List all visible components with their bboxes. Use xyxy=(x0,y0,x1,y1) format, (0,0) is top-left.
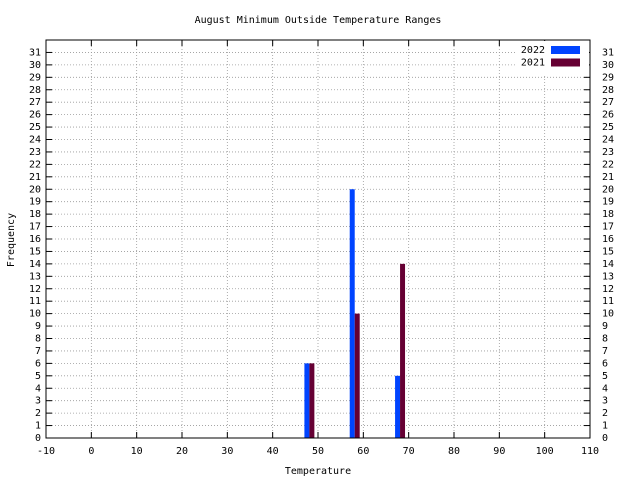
x-tick-label: 60 xyxy=(357,446,369,457)
x-tick-label: 110 xyxy=(581,446,599,457)
y2-tick-label: 17 xyxy=(602,222,614,233)
y-tick-label: 8 xyxy=(35,334,41,345)
bar xyxy=(400,263,406,438)
y2-tick-label: 27 xyxy=(602,97,614,108)
y-tick-label: 2 xyxy=(35,408,41,419)
y-tick-label: 18 xyxy=(29,209,41,220)
x-tick-label: 70 xyxy=(403,446,415,457)
y2-tick-label: 21 xyxy=(602,172,614,183)
bar xyxy=(309,363,315,438)
y-tick-label: 24 xyxy=(29,135,41,146)
y2-tick-label: 22 xyxy=(602,159,614,170)
y2-tick-label: 18 xyxy=(602,209,614,220)
y-tick-label: 17 xyxy=(29,222,41,233)
y-tick-label: 6 xyxy=(35,358,41,369)
y2-tick-label: 9 xyxy=(602,321,608,332)
y2-tick-label: 16 xyxy=(602,234,614,245)
y-tick-label: 20 xyxy=(29,184,41,195)
legend-swatch xyxy=(551,58,580,67)
y-tick-label: 29 xyxy=(29,72,41,83)
y-tick-label: 28 xyxy=(29,85,41,96)
y2-tick-label: 12 xyxy=(602,284,614,295)
y-tick-label: 16 xyxy=(29,234,41,245)
x-tick-label: 90 xyxy=(493,446,505,457)
y2-tick-label: 26 xyxy=(602,110,614,121)
y2-tick-label: 10 xyxy=(602,309,614,320)
legend-swatch xyxy=(551,46,580,54)
y-tick-label: 23 xyxy=(29,147,41,158)
y-tick-label: 21 xyxy=(29,172,41,183)
bar xyxy=(349,189,355,438)
y-axis-label: Frequency xyxy=(6,213,17,267)
y2-tick-label: 3 xyxy=(602,396,608,407)
y2-tick-label: 1 xyxy=(602,421,608,432)
y-tick-label: 7 xyxy=(35,346,41,357)
y-tick-label: 15 xyxy=(29,246,41,257)
y2-tick-label: 30 xyxy=(602,60,614,71)
y2-tick-label: 19 xyxy=(602,197,614,208)
x-axis-label: Temperature xyxy=(285,466,351,477)
x-tick-label: -10 xyxy=(37,446,55,457)
bar xyxy=(354,313,360,438)
x-tick-label: 100 xyxy=(536,446,554,457)
legend-label: 2021 xyxy=(521,58,545,69)
y-tick-label: 13 xyxy=(29,271,41,282)
bar xyxy=(395,375,401,438)
y2-tick-label: 23 xyxy=(602,147,614,158)
x-tick-label: 40 xyxy=(267,446,279,457)
x-tick-label: 0 xyxy=(88,446,94,457)
y2-tick-label: 25 xyxy=(602,122,614,133)
y-tick-label: 26 xyxy=(29,110,41,121)
y2-tick-label: 5 xyxy=(602,371,608,382)
y2-tick-label: 6 xyxy=(602,358,608,369)
bar xyxy=(304,363,310,438)
y-tick-label: 12 xyxy=(29,284,41,295)
y2-tick-label: 28 xyxy=(602,85,614,96)
x-tick-label: 10 xyxy=(131,446,143,457)
y2-tick-label: 11 xyxy=(602,296,614,307)
y-tick-label: 25 xyxy=(29,122,41,133)
plot-border xyxy=(45,39,591,439)
y2-tick-label: 14 xyxy=(602,259,614,270)
x-tick-label: 20 xyxy=(176,446,188,457)
y2-tick-label: 8 xyxy=(602,334,608,345)
y2-tick-label: 15 xyxy=(602,246,614,257)
y-tick-label: 3 xyxy=(35,396,41,407)
y2-tick-label: 0 xyxy=(602,433,608,444)
x-tick-label: 30 xyxy=(221,446,233,457)
legend-label: 2022 xyxy=(521,45,545,56)
y-tick-label: 27 xyxy=(29,97,41,108)
y2-tick-label: 20 xyxy=(602,184,614,195)
y2-tick-label: 7 xyxy=(602,346,608,357)
y-tick-label: 4 xyxy=(35,383,41,394)
y-tick-label: 31 xyxy=(29,47,41,58)
y-tick-label: 9 xyxy=(35,321,41,332)
y2-tick-label: 13 xyxy=(602,271,614,282)
y-tick-label: 22 xyxy=(29,159,41,170)
x-tick-label: 50 xyxy=(312,446,324,457)
y2-tick-label: 4 xyxy=(602,383,608,394)
y-tick-label: 0 xyxy=(35,433,41,444)
y-tick-label: 5 xyxy=(35,371,41,382)
y2-tick-label: 2 xyxy=(602,408,608,419)
y2-tick-label: 31 xyxy=(602,47,614,58)
chart-title: August Minimum Outside Temperature Range… xyxy=(195,15,442,26)
x-tick-label: 80 xyxy=(448,446,460,457)
y-tick-label: 14 xyxy=(29,259,41,270)
y-tick-label: 11 xyxy=(29,296,41,307)
y-tick-label: 10 xyxy=(29,309,41,320)
y2-tick-label: 24 xyxy=(602,135,614,146)
y-tick-label: 19 xyxy=(29,197,41,208)
y-tick-label: 30 xyxy=(29,60,41,71)
y-tick-label: 1 xyxy=(35,421,41,432)
y2-tick-label: 29 xyxy=(602,72,614,83)
